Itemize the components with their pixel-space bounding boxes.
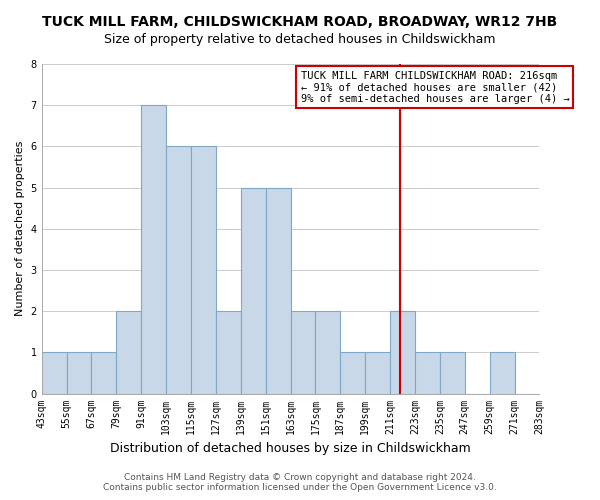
X-axis label: Distribution of detached houses by size in Childswickham: Distribution of detached houses by size … xyxy=(110,442,471,455)
Bar xyxy=(116,311,141,394)
Bar xyxy=(340,352,365,394)
Y-axis label: Number of detached properties: Number of detached properties xyxy=(15,141,25,316)
Text: TUCK MILL FARM CHILDSWICKHAM ROAD: 216sqm
← 91% of detached houses are smaller (: TUCK MILL FARM CHILDSWICKHAM ROAD: 216sq… xyxy=(301,70,569,104)
Bar xyxy=(67,352,91,394)
Bar xyxy=(390,311,415,394)
Bar xyxy=(166,146,191,394)
Bar xyxy=(290,311,316,394)
Text: Contains HM Land Registry data © Crown copyright and database right 2024.
Contai: Contains HM Land Registry data © Crown c… xyxy=(103,473,497,492)
Bar xyxy=(216,311,241,394)
Bar xyxy=(91,352,116,394)
Bar xyxy=(266,188,290,394)
Bar xyxy=(241,188,266,394)
Text: Size of property relative to detached houses in Childswickham: Size of property relative to detached ho… xyxy=(104,32,496,46)
Bar xyxy=(490,352,515,394)
Bar xyxy=(316,311,340,394)
Text: TUCK MILL FARM, CHILDSWICKHAM ROAD, BROADWAY, WR12 7HB: TUCK MILL FARM, CHILDSWICKHAM ROAD, BROA… xyxy=(43,15,557,29)
Bar xyxy=(141,105,166,394)
Bar xyxy=(415,352,440,394)
Bar xyxy=(41,352,67,394)
Bar xyxy=(440,352,465,394)
Bar xyxy=(191,146,216,394)
Bar xyxy=(365,352,390,394)
